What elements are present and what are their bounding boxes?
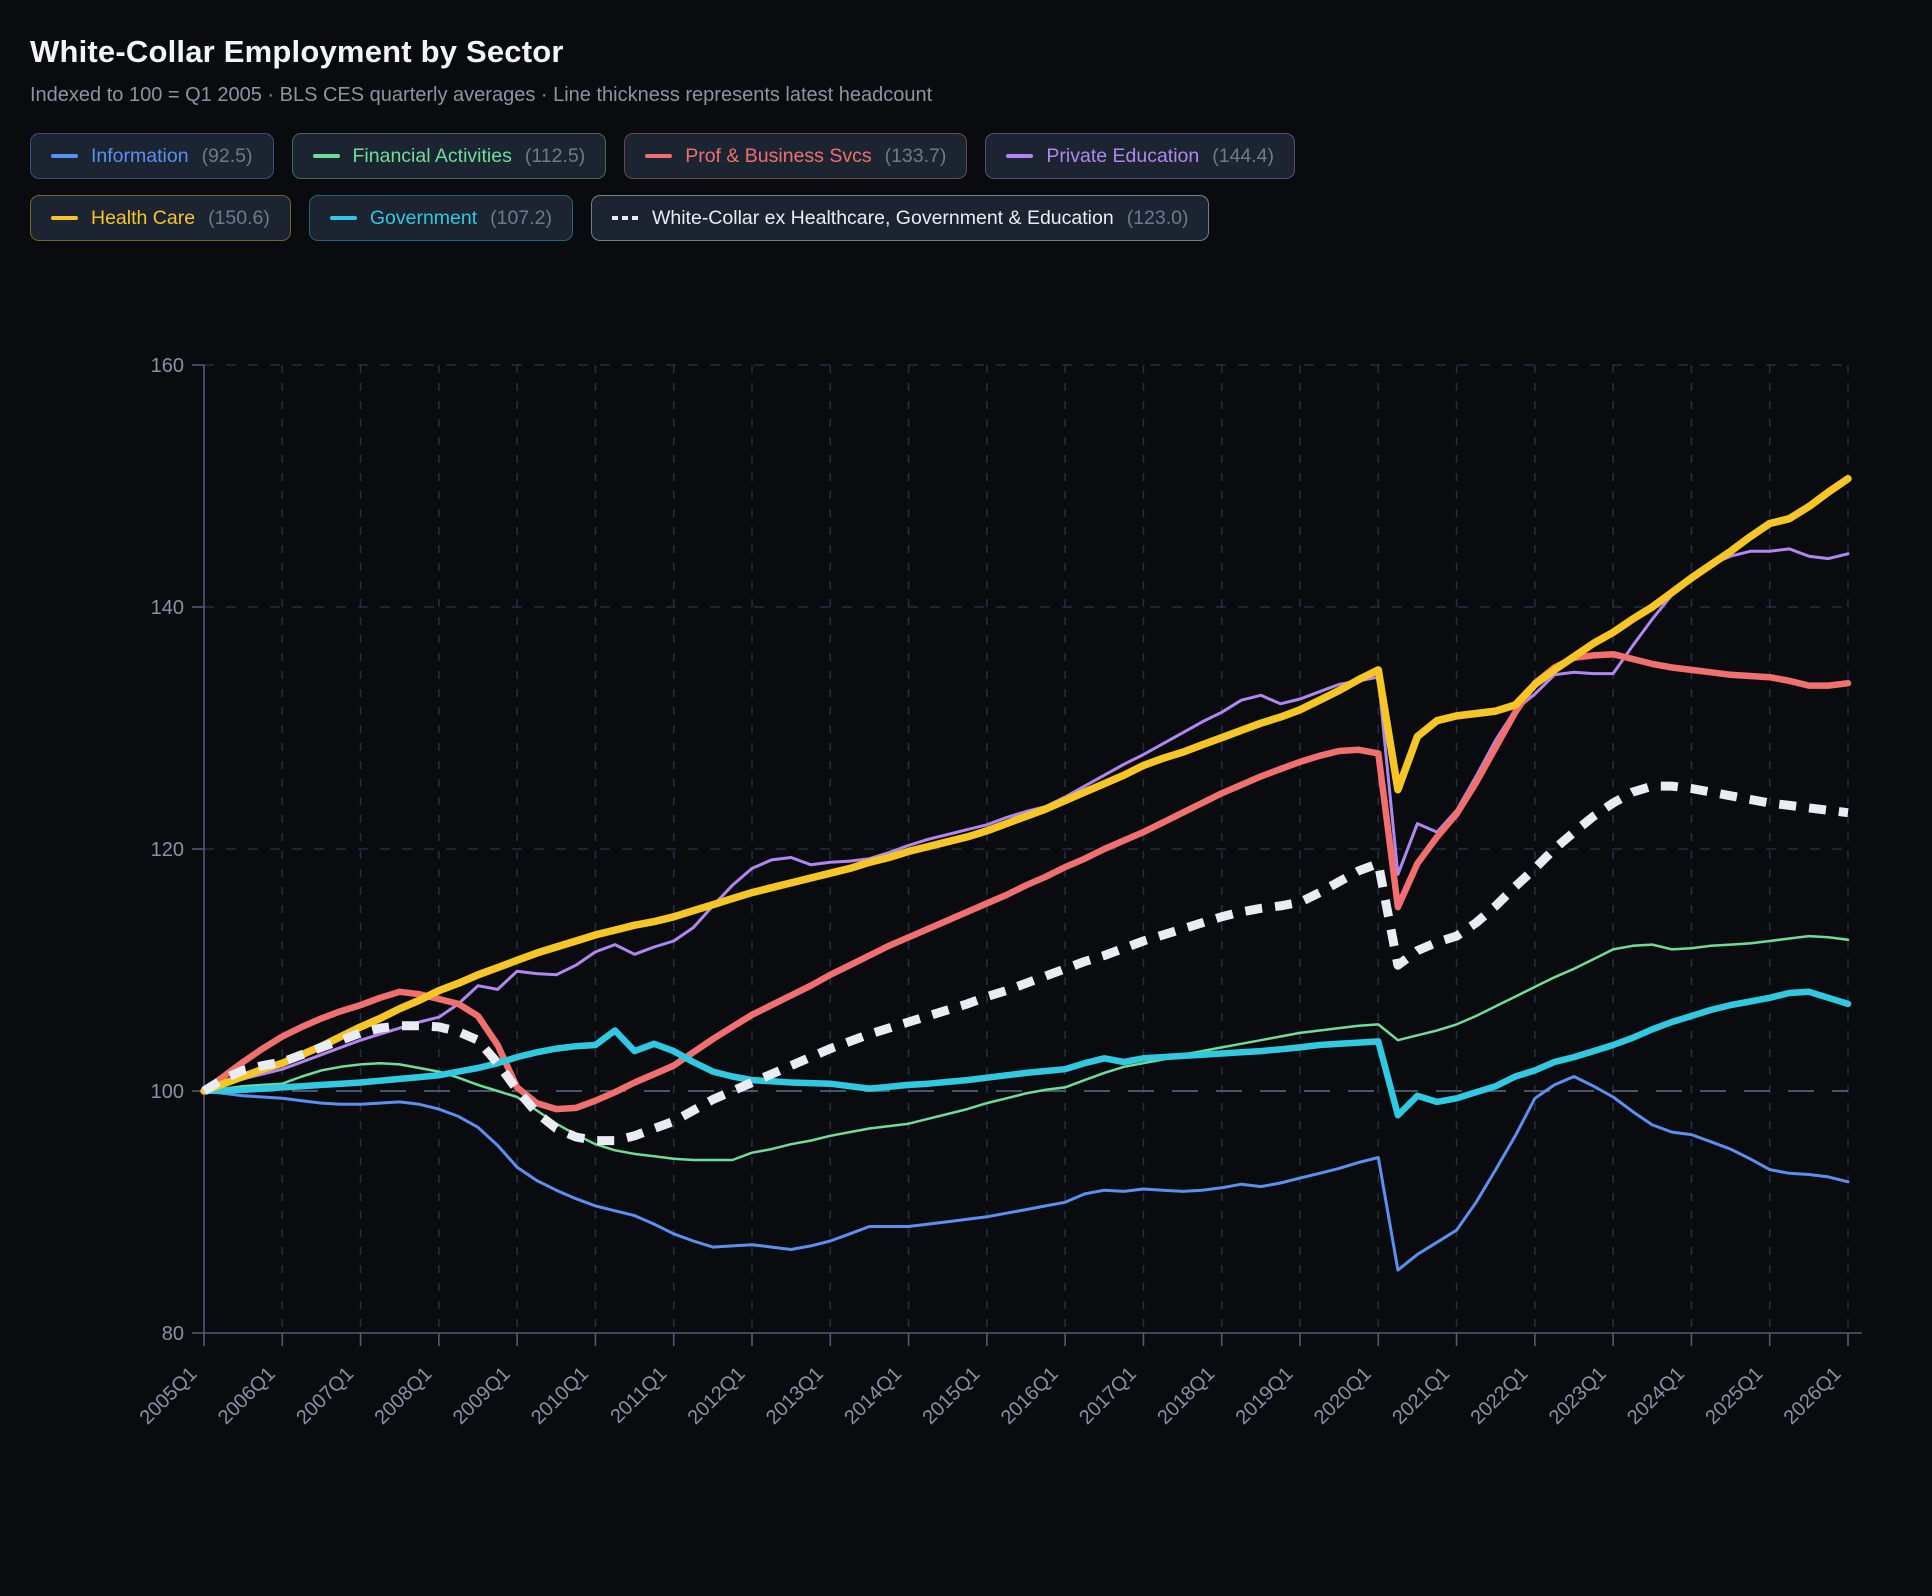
x-tick-label: 2024Q1	[1623, 1363, 1689, 1429]
legend: Information (92.5) Financial Activities (11…	[30, 133, 1490, 241]
x-tick-label: 2026Q1	[1780, 1363, 1846, 1429]
legend-label: White-Collar ex Healthcare, Government &…	[651, 206, 1114, 229]
legend-chip-private-education[interactable]: Private Education (144.4)	[985, 133, 1296, 179]
legend-latest-value: (123.0)	[1126, 206, 1189, 229]
legend-chip-health-care[interactable]: Health Care (150.6)	[30, 195, 291, 241]
legend-label: Prof & Business Svcs	[685, 144, 872, 167]
x-tick-label: 2018Q1	[1153, 1363, 1219, 1429]
x-tick-label: 2016Q1	[997, 1363, 1063, 1429]
legend-latest-value: (133.7)	[884, 144, 947, 167]
x-tick-label: 2009Q1	[449, 1363, 515, 1429]
legend-label: Private Education	[1046, 144, 1200, 167]
legend-swatch-icon	[329, 216, 357, 220]
x-tick-label: 2006Q1	[214, 1363, 280, 1429]
legend-latest-value: (107.2)	[490, 206, 552, 229]
legend-label: Financial Activities	[352, 144, 512, 167]
y-tick-label: 100	[151, 1081, 184, 1103]
legend-swatch-icon	[312, 154, 340, 158]
x-tick-label: 2011Q1	[606, 1363, 671, 1428]
page-subtitle: Indexed to 100 = Q1 2005 · BLS CES quart…	[30, 84, 933, 106]
series-line-information	[202, 1075, 1850, 1272]
x-tick-label: 2021Q1	[1388, 1363, 1454, 1429]
series-line-white-collar-ex-healthcare-government-education	[201, 781, 1849, 1146]
legend-swatch-icon	[51, 154, 78, 158]
x-tick-label: 2014Q1	[840, 1363, 906, 1429]
legend-chip-white-collar-ex-healthcare-government-education[interactable]: White-Collar ex Healthcare, Government &…	[590, 195, 1210, 241]
legend-latest-value: (112.5)	[524, 144, 586, 167]
legend-latest-value: (144.4)	[1212, 144, 1275, 167]
legend-chip-prof-business-svcs[interactable]: Prof & Business Svcs (133.7)	[624, 133, 968, 179]
legend-swatch-icon	[1006, 154, 1034, 158]
legend-latest-value: (92.5)	[201, 144, 253, 167]
legend-chip-information[interactable]: Information (92.5)	[30, 133, 274, 179]
series-line-government	[200, 988, 1852, 1119]
legend-swatch-icon	[645, 154, 673, 158]
x-tick-label: 2010Q1	[527, 1363, 593, 1429]
x-tick-label: 2020Q1	[1310, 1363, 1376, 1429]
y-tick-label: 160	[151, 355, 184, 377]
legend-swatch-icon	[611, 216, 639, 220]
x-tick-label: 2005Q1	[136, 1363, 202, 1429]
chart-header: White-Collar Employment by Sector Indexe…	[0, 0, 1932, 107]
x-tick-label: 2015Q1	[919, 1363, 985, 1429]
legend-label: Information	[91, 144, 189, 167]
series-line-private-education	[202, 547, 1850, 1093]
series-line-financial-activities	[202, 934, 1850, 1162]
x-tick-label: 2022Q1	[1467, 1363, 1533, 1429]
y-tick-label: 120	[151, 839, 184, 861]
x-tick-label: 2007Q1	[292, 1363, 358, 1429]
x-tick-label: 2025Q1	[1701, 1363, 1767, 1429]
x-tick-label: 2012Q1	[684, 1363, 750, 1429]
x-tick-label: 2013Q1	[762, 1363, 828, 1429]
x-tick-label: 2023Q1	[1545, 1363, 1611, 1429]
y-tick-label: 140	[151, 597, 184, 619]
x-tick-label: 2008Q1	[371, 1363, 437, 1429]
series-line-prof-business-svcs	[200, 650, 1852, 1113]
legend-swatch-icon	[51, 216, 78, 220]
legend-latest-value: (150.6)	[208, 206, 270, 229]
legend-label: Health Care	[91, 206, 196, 229]
legend-label: Government	[369, 206, 478, 229]
legend-chip-government[interactable]: Government (107.2)	[308, 195, 573, 241]
page-title: White-Collar Employment by Sector	[30, 34, 564, 69]
x-tick-label: 2017Q1	[1075, 1363, 1141, 1429]
x-tick-label: 2019Q1	[1232, 1363, 1298, 1429]
series-line-health-care	[200, 474, 1852, 1095]
y-tick-label: 80	[162, 1323, 184, 1345]
legend-chip-financial-activities[interactable]: Financial Activities (112.5)	[291, 133, 607, 179]
